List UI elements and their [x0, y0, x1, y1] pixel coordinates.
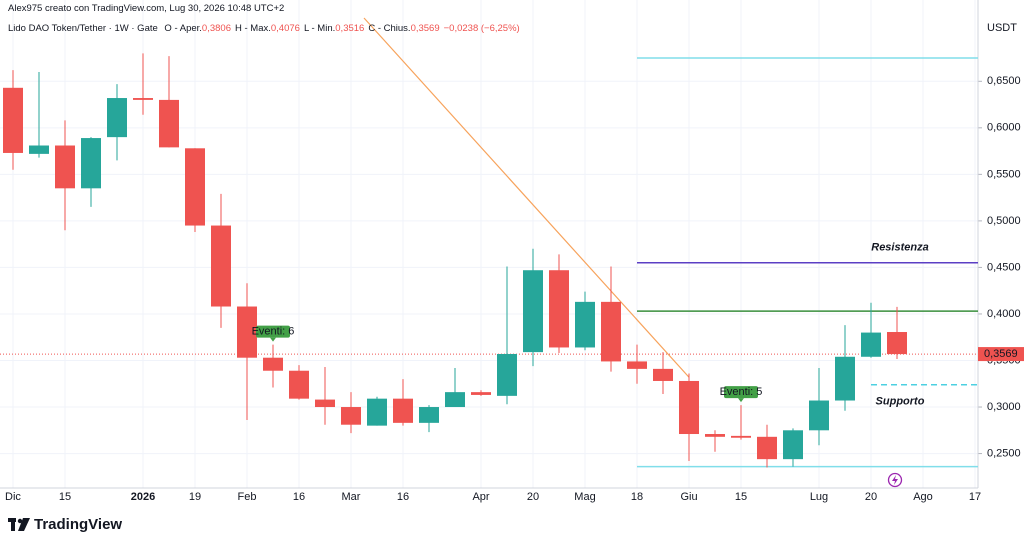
x-tick-label: 15 [735, 491, 747, 503]
ohlc-value: 0,4076 [270, 23, 300, 34]
candle-body [211, 225, 231, 307]
x-tick-label: Lug [810, 491, 828, 503]
candle-body [393, 398, 413, 423]
y-tick-label: 0,6000 [987, 122, 1021, 134]
candle-body [835, 356, 855, 401]
candle-body [523, 270, 543, 353]
x-tick-label: 19 [189, 491, 201, 503]
event-pointer [738, 398, 744, 403]
y-tick-label: 0,5000 [987, 215, 1021, 227]
candle-body [237, 306, 257, 358]
brand: TradingView [8, 516, 122, 533]
y-axis-label: USDT [987, 22, 1017, 34]
candle-body [263, 357, 283, 371]
legend: Lido DAO Token/Tether · 1W · Gate O - Ap… [8, 23, 524, 34]
candle-body [289, 370, 309, 399]
x-tick-label: Mar [342, 491, 361, 503]
y-tick-label: 0,4500 [987, 261, 1021, 273]
candle-body [341, 407, 361, 425]
candle-body [133, 98, 153, 100]
candle-body [601, 301, 621, 362]
candle-body [757, 436, 777, 460]
candle-body [29, 145, 49, 154]
price-label-bg [978, 347, 1024, 362]
candle-body [705, 434, 725, 437]
ohlc-value: 0,3806 [201, 23, 231, 34]
line-label: Supporto [876, 396, 925, 408]
x-tick-label: 15 [59, 491, 71, 503]
candle-body [315, 399, 335, 408]
candle-body [497, 353, 517, 396]
y-tick-label: 0,2500 [987, 447, 1021, 459]
x-tick-label: 2026 [131, 491, 155, 503]
change: −0,0238 (−6,25%) [443, 23, 520, 34]
y-tick-label: 0,5500 [987, 168, 1021, 180]
y-tick-label: 0,4000 [987, 308, 1021, 320]
alert-bolt [892, 475, 898, 485]
event-pointer [270, 337, 276, 342]
y-tick-label: 0,6500 [987, 75, 1021, 87]
candle-body [653, 368, 673, 381]
event-tag [724, 386, 758, 399]
x-tick-label: 18 [631, 491, 643, 503]
ohlc-value: 0,3516 [335, 23, 365, 34]
x-tick-label: 17 [969, 491, 981, 503]
x-tick-label: Mag [574, 491, 595, 503]
event-tag [256, 325, 290, 338]
candle-body [809, 400, 829, 431]
line-label: Resistenza [871, 242, 928, 254]
candle-body [367, 398, 387, 426]
candle-body [783, 430, 803, 460]
candle-body [887, 332, 907, 355]
plot-bg [0, 0, 978, 488]
candle-body [627, 361, 647, 369]
event-label: Eventi: 6 [252, 326, 295, 338]
ohlc-label: L - Min. [303, 23, 336, 34]
x-tick-label: Dic [5, 491, 21, 503]
x-tick-label: Giu [680, 491, 697, 503]
logo [8, 517, 30, 531]
candle-body [419, 407, 439, 423]
x-tick-label: 20 [527, 491, 539, 503]
candle-body [679, 380, 699, 435]
ohlc-label: O - Aper. [164, 23, 202, 34]
candle-body [445, 392, 465, 408]
candle-body [549, 270, 569, 348]
event-label: Eventi: 5 [720, 386, 763, 398]
candle-body [731, 435, 751, 438]
candle-body [3, 87, 23, 153]
trendline [363, 17, 690, 378]
price-label: 0,3569 [984, 348, 1018, 360]
brand-name: TradingView [34, 516, 123, 533]
candle-body [575, 301, 595, 348]
ohlc-value: 0,3569 [410, 23, 440, 34]
candle-body [55, 145, 75, 189]
x-tick-label: Feb [238, 491, 257, 503]
candle-body [185, 148, 205, 226]
x-tick-label: 16 [397, 491, 409, 503]
ohlc-label: C - Chius. [368, 23, 411, 34]
candle-body [861, 332, 881, 357]
candle-body [81, 138, 101, 189]
ohlc-label: H - Max. [234, 23, 271, 34]
x-tick-label: Ago [913, 491, 933, 503]
x-tick-label: 20 [865, 491, 877, 503]
alert-icon [887, 472, 903, 488]
candle-body [159, 99, 179, 148]
candle-body [471, 392, 491, 395]
x-tick-label: 16 [293, 491, 305, 503]
x-tick-label: Apr [472, 491, 489, 503]
candle-body [107, 98, 127, 138]
credit: Alex975 creato con TradingView.com, Lug … [8, 3, 285, 14]
y-tick-label: 0,3000 [987, 401, 1021, 413]
symbol: Lido DAO Token/Tether · 1W · Gate [8, 23, 158, 34]
